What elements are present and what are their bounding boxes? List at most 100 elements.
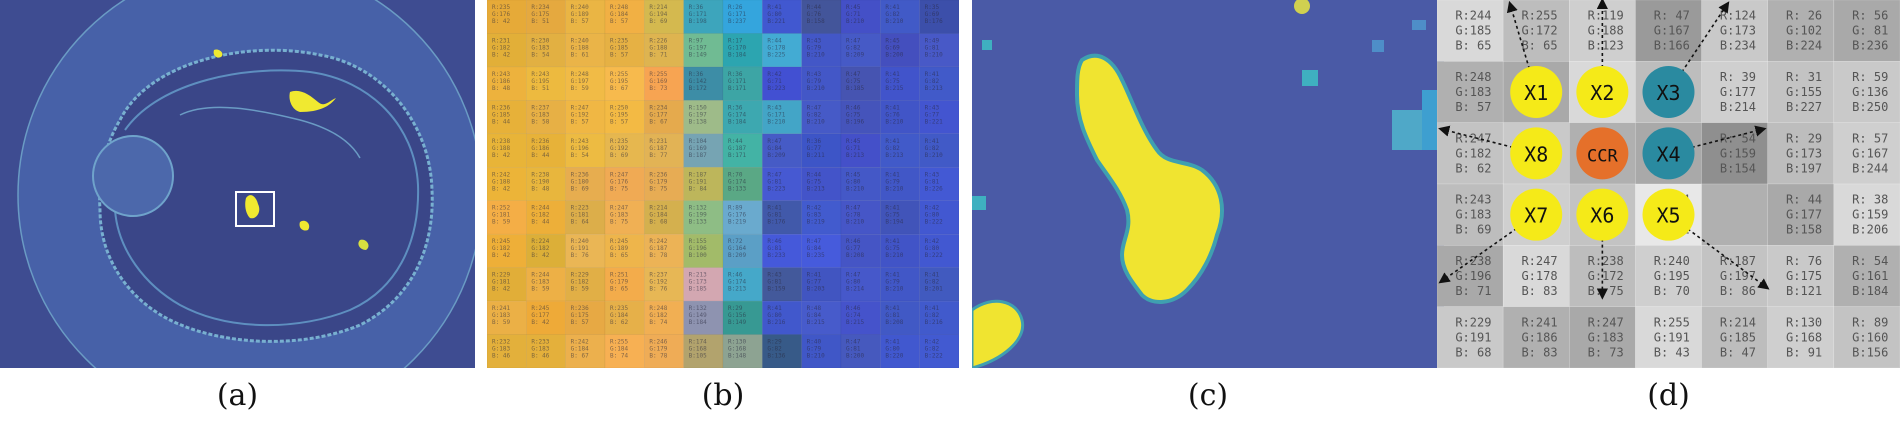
grid-b-cell: R:41G:75B:194 [880, 200, 920, 235]
grid-b-cell-text: G:174 [728, 111, 746, 118]
grid-b-cell-text: B:210 [846, 219, 864, 226]
grid-b-cell-text: G:77 [807, 279, 822, 286]
grid-b-cell-text: R:237 [531, 104, 549, 111]
grid-b-cell-text: R:155 [689, 238, 707, 245]
grid-b-cell-text: G:188 [492, 145, 510, 152]
grid-b-cell-text: G:186 [531, 145, 549, 152]
grid-b-cell-text: G:82 [925, 145, 940, 152]
grid-b-cell-text: G:81 [767, 245, 782, 252]
grid-b-cell-text: B: 78 [649, 252, 667, 259]
grid-b-cell-text: G:195 [610, 111, 628, 118]
grid-b-cell-text: B: 51 [531, 85, 549, 92]
grid-b-cell-text: R:236 [531, 138, 549, 145]
grid-b-cell-text: G:84 [807, 312, 822, 319]
grid-b-cell: R:47G:75B:185 [840, 66, 881, 101]
grid-b-cell-text: R:229 [492, 272, 510, 279]
neighbour-circle-label: X6 [1590, 204, 1614, 228]
grid-b-cell: R:41G:76B:210 [880, 100, 920, 135]
grid-b-cell-text: B: 48 [531, 185, 549, 192]
grid-b-cell-text: R:243 [531, 71, 549, 78]
grid-b-cell-text: B:149 [728, 319, 746, 326]
grid-d-cell-text: R:244 [1455, 9, 1491, 23]
grid-b-cell-text: R:46 [846, 238, 861, 245]
grid-b-cell-text: R:132 [689, 205, 707, 212]
grid-b-cell-text: G:77 [925, 111, 940, 118]
grid-b-cell-text: R:233 [531, 339, 549, 346]
grid-b-cell-text: G:83 [807, 212, 822, 219]
grid-b-cell-text: G:81 [925, 178, 940, 185]
grid-d-cell-text: R: 57 [1852, 131, 1888, 145]
grid-b-cell-text: B:213 [728, 286, 746, 293]
grid-d-cell-text: B: 68 [1455, 345, 1491, 359]
grid-b-cell-text: R:241 [492, 305, 510, 312]
grid-b-cell-text: R:252 [492, 205, 510, 212]
grid-d-cell-text: R: 31 [1786, 70, 1822, 84]
grid-b-cell-text: B:185 [689, 286, 707, 293]
grid-b-cell-text: R:250 [610, 104, 628, 111]
grid-d-cell-text: B: 65 [1521, 39, 1557, 53]
grid-b-cell-text: R:226 [649, 37, 667, 44]
grid-b-cell-text: B:210 [925, 51, 943, 58]
grid-b-cell-text: R:45 [846, 4, 861, 11]
grid-b-cell-text: B:222 [925, 219, 943, 226]
grid-d-cell-text: R:229 [1455, 315, 1491, 329]
grid-d-cell-text: B: 75 [1588, 284, 1624, 298]
grid-d-cell-text: R:247 [1521, 254, 1557, 268]
grid-b-cell-text: B:209 [728, 252, 746, 259]
grid-b-cell: R:35G:69B:176 [919, 0, 959, 34]
grid-b-cell-text: B:198 [689, 18, 707, 25]
grid-b-cell-text: B: 54 [531, 51, 549, 58]
inner-region [98, 48, 434, 343]
grid-b-cell-text: R:246 [649, 339, 667, 346]
grid-b-cell-text: B: 75 [610, 185, 628, 192]
grid-d-cell-text: B: 83 [1521, 284, 1557, 298]
grid-b-cell-text: R:132 [689, 305, 707, 312]
grid-b-cell-text: G:69 [925, 11, 940, 18]
grid-b-cell-text: B:213 [925, 85, 943, 92]
grid-b-cell-text: B:149 [689, 51, 707, 58]
grid-b-cell-text: G:184 [571, 346, 589, 353]
grid-d-cell-text: G:178 [1521, 269, 1557, 283]
grid-b-cell-text: R:44 [728, 138, 743, 145]
grid-d-cell-text: G:191 [1455, 330, 1491, 344]
grid-b-cell-text: B: 54 [571, 152, 589, 159]
grid-b-cell-text: G:184 [610, 11, 628, 18]
grid-b-cell-text: B:223 [767, 85, 785, 92]
grid-b-cell-text: R:41 [807, 272, 822, 279]
grid-b-cell-text: G:190 [531, 178, 549, 185]
grid-b-cell-text: G:169 [689, 145, 707, 152]
grid-b-cell-text: G:80 [846, 178, 861, 185]
grid-b-cell-text: B:176 [767, 219, 785, 226]
grid-b-cell-text: R:236 [649, 171, 667, 178]
grid-b-cell-text: G:81 [767, 279, 782, 286]
grid-b-cell-text: G:179 [649, 178, 667, 185]
grid-d-cell-text: B: 73 [1588, 345, 1624, 359]
grid-b-cell-text: B: 64 [571, 219, 589, 226]
grid-b-cell-text: R:42 [807, 205, 822, 212]
grid-b-cell-text: G:183 [610, 212, 628, 219]
grid-b-cell-text: G:182 [531, 245, 549, 252]
grid-d-cell-text: G:155 [1786, 85, 1822, 99]
grid-b-cell-text: B:215 [807, 319, 825, 326]
grid-d-cell-text: R:243 [1455, 193, 1491, 207]
